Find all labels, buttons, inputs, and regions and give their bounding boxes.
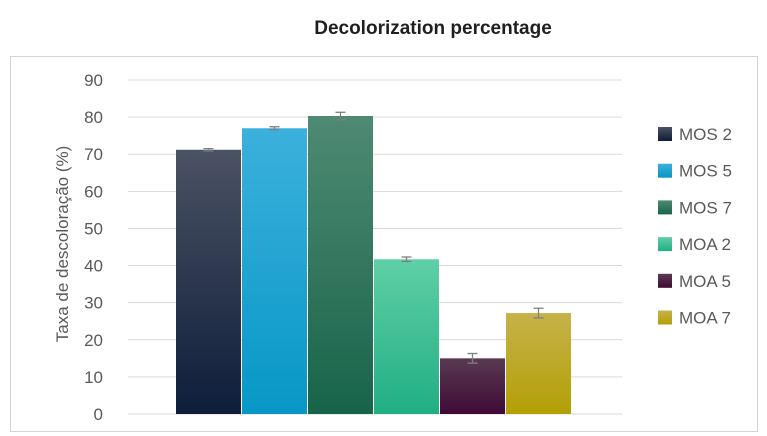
legend-label: MOS 5 (679, 162, 732, 181)
bar-mos-7 (308, 115, 373, 415)
bar-mos-5 (242, 128, 307, 414)
legend-item: MOA 5 (658, 272, 731, 291)
bar-moa-7 (506, 313, 571, 414)
legend-swatch (658, 310, 672, 325)
bar-moa-2 (374, 259, 439, 414)
y-tick-label: 10 (84, 368, 103, 387)
y-tick-label: 70 (84, 145, 103, 164)
error-bar (269, 126, 280, 131)
legend-swatch (658, 237, 672, 252)
y-tick-label: 50 (84, 219, 103, 238)
chart-frame (10, 56, 758, 432)
y-axis-label: Taxa de descoloração (%) (53, 146, 72, 343)
error-bar (401, 256, 412, 263)
y-tick-label: 30 (84, 294, 103, 313)
error-bar (533, 307, 544, 319)
legend-item: MOS 5 (658, 162, 732, 181)
error-bar (203, 148, 214, 152)
legend-swatch (658, 273, 672, 288)
error-bars (203, 111, 544, 364)
y-tick-label: 90 (84, 71, 103, 90)
y-tick-label: 40 (84, 257, 103, 276)
chart-title: Decolorization percentage (314, 18, 552, 39)
y-tick-label: 80 (84, 108, 103, 127)
legend-label: MOS 2 (679, 125, 732, 144)
error-bar (467, 352, 478, 364)
y-tick-labels: 0 10 20 30 40 50 60 70 80 90 (84, 71, 103, 424)
legend-item: MOS 7 (658, 198, 732, 217)
y-tick-label: 20 (84, 331, 103, 350)
bar-mos-2 (176, 149, 241, 414)
legend-item: MOA 2 (658, 235, 731, 254)
y-tick-label: 60 (84, 182, 103, 201)
legend-label: MOS 7 (679, 198, 732, 217)
legend-swatch (658, 200, 672, 215)
legend-label: MOA 5 (679, 272, 731, 291)
legend-swatch (658, 127, 672, 141)
error-bar (335, 111, 346, 121)
legend-label: MOA 2 (679, 235, 731, 254)
legend: MOS 2 MOS 5 MOS 7 MOA 2 MOA 5 MOA 7 (658, 125, 732, 328)
legend-item: MOA 7 (658, 309, 731, 328)
y-tick-label: 0 (94, 405, 103, 424)
legend-item: MOS 2 (658, 125, 732, 144)
bar-moa-5 (440, 358, 505, 414)
bars (176, 115, 571, 415)
legend-label: MOA 7 (679, 309, 731, 328)
legend-swatch (658, 163, 672, 178)
